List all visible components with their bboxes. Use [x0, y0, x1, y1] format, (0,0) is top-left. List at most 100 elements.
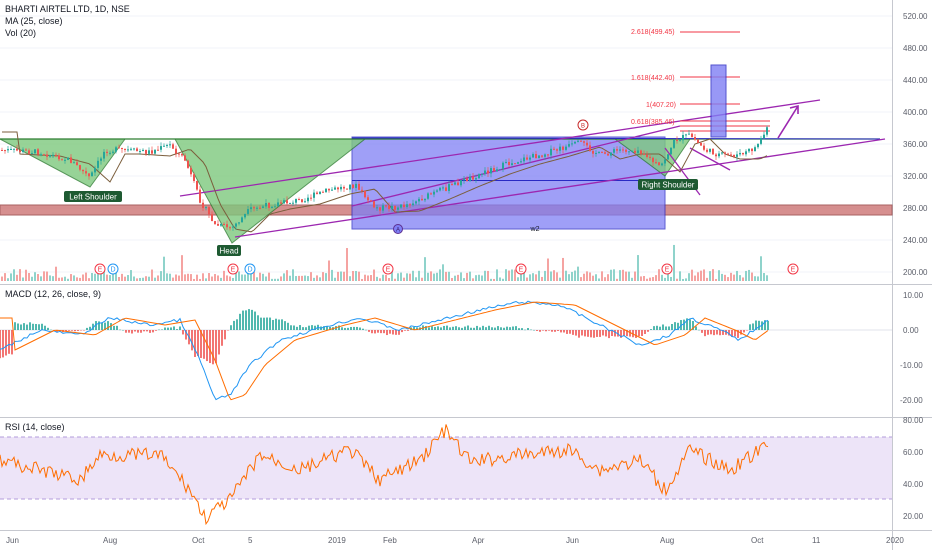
right-shoulder-label[interactable]: Right Shoulder: [638, 179, 698, 190]
volume-bar: [511, 269, 513, 281]
left-shoulder-label[interactable]: Left Shoulder: [64, 191, 122, 202]
candle-body: [190, 167, 192, 175]
candle-body: [526, 157, 528, 160]
candle-body: [118, 147, 120, 149]
candle-body: [679, 140, 681, 142]
candle-body: [457, 182, 459, 186]
candle-body: [172, 144, 174, 149]
volume-bar: [100, 270, 102, 281]
candle-body: [184, 155, 186, 161]
head-pattern[interactable]: [174, 138, 367, 244]
volume-bar: [202, 273, 204, 281]
price-candles[interactable]: [1, 125, 768, 231]
candle-body: [52, 154, 54, 156]
volume-bar: [589, 272, 591, 281]
macd-hist-bar: [662, 324, 664, 330]
macd-hist-bar: [218, 330, 220, 355]
volume-legend[interactable]: Vol (20): [5, 28, 37, 38]
macd-hist-bar: [722, 330, 724, 335]
macd-hist-bar: [692, 320, 694, 330]
svg-text:Apr: Apr: [472, 536, 485, 545]
macd-hist-bar: [134, 330, 136, 332]
volume-bar: [271, 278, 273, 281]
candle-body: [331, 189, 333, 191]
candle-body: [634, 150, 636, 153]
volume-bar: [676, 278, 678, 281]
volume-bar: [607, 274, 609, 281]
svg-text:60.00: 60.00: [903, 448, 924, 457]
candle-body: [643, 153, 645, 155]
macd-hist-bar: [665, 326, 667, 330]
candle-body: [607, 153, 609, 156]
macd-hist-bar: [314, 325, 316, 330]
volume-bar: [334, 277, 336, 281]
volume-bar: [157, 275, 159, 281]
macd-legend[interactable]: MACD (12, 26, close, 9): [5, 289, 102, 299]
candle-body: [658, 162, 660, 166]
candle-body: [193, 174, 195, 182]
macd-hist-bar: [554, 330, 556, 332]
candle-body: [265, 203, 267, 207]
svg-text:520.00: 520.00: [903, 12, 928, 21]
candle-body: [406, 204, 408, 208]
macd-hist-bar: [95, 321, 97, 330]
candle-body: [484, 170, 486, 174]
rsi-axis[interactable]: 80.00 60.00 40.00 20.00: [903, 416, 924, 521]
macd-hist-bar: [506, 326, 508, 330]
ma-legend[interactable]: MA (25, close): [5, 16, 63, 26]
candle-body: [700, 142, 702, 146]
macd-axis[interactable]: 10.00 0.00 -10.00 -20.00: [900, 291, 924, 405]
volume-bar: [130, 270, 132, 281]
macd-hist-bar: [122, 329, 124, 331]
projection-arrow[interactable]: [777, 105, 799, 139]
candle-body: [712, 148, 714, 155]
candle-body: [694, 136, 696, 140]
volume-bar: [307, 276, 309, 281]
macd-hist-bar: [107, 321, 109, 330]
event-markers[interactable]: E D E D E E E E: [94, 263, 799, 275]
volume-bar: [457, 274, 459, 281]
candle-body: [124, 149, 126, 151]
time-axis[interactable]: Jun Aug Oct 5 2019 Feb Apr Jun Aug Oct 1…: [6, 536, 904, 545]
resistance-line[interactable]: [351, 137, 881, 140]
candle-body: [322, 191, 324, 193]
price-axis[interactable]: 520.00 480.00 440.00 400.00 360.00 320.0…: [903, 12, 928, 277]
volume-bar: [217, 275, 219, 281]
point-a-marker[interactable]: A: [393, 224, 403, 234]
macd-hist-bar: [365, 329, 367, 331]
volume-bar: [739, 275, 741, 281]
macd-hist-bar: [203, 330, 205, 359]
volume-bar: [538, 270, 540, 281]
rsi-legend[interactable]: RSI (14, close): [5, 422, 65, 432]
candle-body: [568, 144, 570, 147]
head-label[interactable]: Head: [217, 245, 241, 256]
macd-hist-bar: [713, 330, 715, 336]
candle-body: [145, 149, 147, 154]
macd-hist-bar: [266, 317, 268, 330]
volume-bar: [103, 269, 105, 281]
candle-body: [163, 145, 165, 147]
svg-text:10.00: 10.00: [903, 291, 924, 300]
svg-text:E: E: [791, 267, 796, 274]
target-box[interactable]: [710, 64, 727, 138]
candle-body: [622, 149, 624, 151]
macd-histogram: [0, 309, 769, 365]
point-b-marker[interactable]: B: [577, 119, 589, 131]
volume-bar: [664, 277, 666, 281]
volume-bar: [724, 274, 726, 281]
symbol-title[interactable]: BHARTI AIRTEL LTD, 1D, NSE: [5, 4, 130, 14]
candle-body: [106, 151, 108, 153]
volume-bar: [577, 266, 579, 281]
macd-hist-bar: [191, 330, 193, 351]
volume-bar: [415, 277, 417, 281]
volume-bar: [694, 275, 696, 281]
volume-bar: [403, 277, 405, 281]
volume-bar: [142, 277, 144, 281]
candle-body: [202, 202, 204, 208]
range-box[interactable]: [351, 136, 666, 230]
volume-bar: [328, 260, 330, 281]
macd-hist-bar: [38, 324, 40, 330]
macd-hist-bar: [470, 327, 472, 330]
svg-text:E: E: [386, 267, 391, 274]
